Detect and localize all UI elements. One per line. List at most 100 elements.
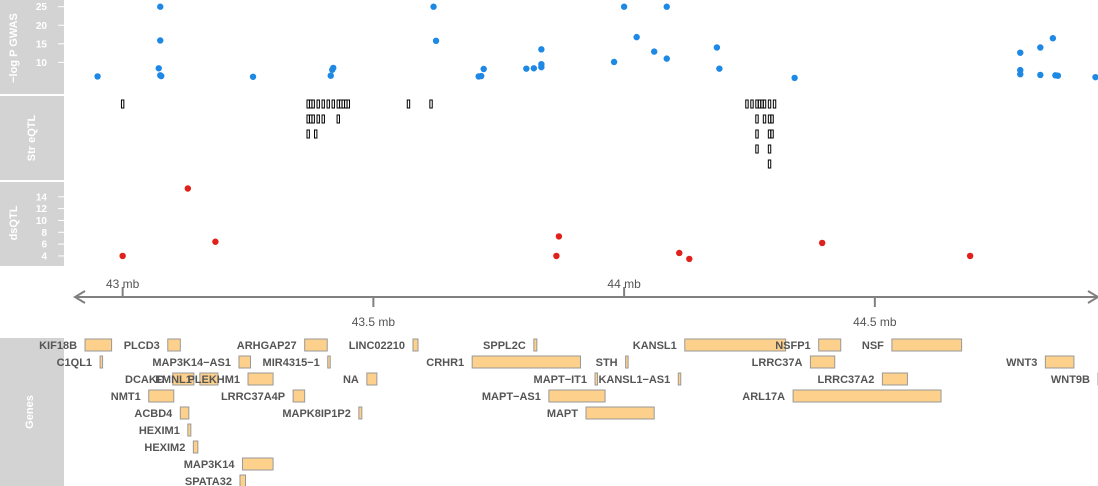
eqtl-mark	[429, 99, 433, 109]
dsqtl-points	[119, 185, 974, 263]
eqtl-mark	[316, 99, 320, 109]
eqtl-mark	[321, 99, 325, 109]
dsqtl-point	[676, 249, 683, 257]
eqtl-mark	[755, 114, 759, 124]
gene-body	[187, 423, 192, 437]
gwas-point	[538, 60, 545, 68]
gene-label: NMT1	[111, 391, 141, 403]
gene-body	[199, 372, 219, 386]
gene-body	[818, 338, 842, 352]
gene-body	[891, 338, 963, 352]
gene-label: SPATA32	[185, 476, 232, 486]
gene-label: MAPT	[547, 408, 578, 420]
eqtl-mark	[767, 99, 772, 109]
gene-label: LRRC37A4P	[221, 391, 285, 403]
eqtl-mark	[767, 144, 772, 154]
gwas-panel: −log P GWAS 10 15 20 25	[0, 0, 1098, 94]
gene-body	[366, 372, 378, 386]
gene-body	[327, 355, 331, 369]
dsqtl-y-tick-label: 6	[41, 240, 47, 251]
gene-label: CRHR1	[426, 357, 464, 369]
gwas-point	[1049, 35, 1057, 42]
dsqtl-point	[686, 255, 693, 263]
gene-body	[548, 389, 606, 403]
gene-body	[533, 338, 538, 352]
gene-body	[684, 338, 787, 352]
eqtl-mark	[316, 114, 320, 124]
gwas-point	[94, 73, 101, 80]
dsqtl-point	[212, 238, 219, 245]
gwas-y-ticks: 10 15 20 25	[36, 2, 64, 69]
gene-body	[677, 372, 682, 386]
gene-body	[167, 338, 181, 352]
gene-label: PLCD3	[124, 340, 160, 352]
gene-label: NSFP1	[775, 340, 810, 352]
eqtl-marks	[120, 99, 777, 169]
gwas-point	[480, 65, 487, 73]
gwas-point	[663, 3, 670, 10]
gwas-point	[716, 65, 723, 72]
gene-label: ACBD4	[134, 408, 173, 420]
axis-tick-label-bottom: 44.5 mb	[853, 315, 897, 329]
gene-body	[239, 474, 247, 486]
gwas-panel-label: −log P GWAS	[8, 13, 20, 83]
gene-label: WNT3	[1006, 357, 1037, 369]
gene-label: ARL17A	[742, 391, 785, 403]
gene-body	[247, 372, 274, 386]
gwas-point	[1017, 49, 1024, 56]
gene-label: MAP3K14−AS1	[152, 357, 231, 369]
dsqtl-point	[966, 252, 974, 260]
gwas-point	[157, 37, 164, 44]
gwas-point	[620, 3, 628, 10]
dsqtl-point	[818, 239, 826, 247]
gene-body	[358, 406, 363, 420]
gwas-y-tick-label: 15	[36, 39, 48, 50]
eqtl-mark	[326, 99, 330, 109]
eqtl-mark	[321, 114, 325, 124]
gene-label: LRRC37A	[752, 357, 803, 369]
gene-track: KIF18B PLCD3 ARHGAP27 LINC02210 SPPL2C KANSL1…	[39, 338, 1098, 486]
eqtl-mark	[336, 114, 340, 124]
gene-body	[241, 457, 274, 471]
genes-panel-header	[0, 338, 64, 486]
gene-label: STH	[596, 357, 618, 369]
genes-panel: Genes KIF18B PLCD3 ARHGAP27 LINC02210 SPPL2C…	[0, 338, 1098, 486]
genes-panel-label: Genes	[24, 395, 36, 429]
gwas-point	[663, 55, 670, 62]
eqtl-mark	[745, 99, 749, 109]
eqtl-mark	[120, 99, 125, 109]
axis-tick-label-bottom: 43.5 mb	[352, 315, 396, 329]
dsqtl-point	[119, 252, 126, 260]
gwas-point	[157, 3, 164, 10]
gene-label: C1QL1	[57, 357, 92, 369]
gene-label: SPPL2C	[483, 340, 526, 352]
gwas-point	[432, 37, 440, 45]
gene-label: MIR4315−1	[263, 357, 320, 369]
gene-label: FMNL1	[155, 374, 192, 386]
gene-body	[471, 355, 581, 369]
dsqtl-y-tick-label: 12	[36, 204, 48, 215]
gwas-point	[158, 72, 165, 80]
gene-body	[99, 355, 104, 369]
gwas-panel-header	[0, 0, 64, 94]
gwas-point	[1037, 44, 1044, 51]
gene-label: MAPT−IT1	[534, 374, 587, 386]
gene-label: NSF	[862, 340, 884, 352]
gwas-point	[538, 46, 545, 53]
eqtl-panel: Str eQTL	[0, 96, 777, 180]
gwas-point	[530, 65, 538, 72]
dsqtl-y-tick-label: 4	[41, 251, 47, 262]
gene-body	[585, 406, 655, 420]
gwas-point	[249, 73, 257, 80]
eqtl-mark	[770, 129, 774, 139]
gene-label: KIF18B	[39, 340, 77, 352]
dsqtl-point	[555, 233, 563, 240]
gene-label: MAPT−AS1	[482, 391, 541, 403]
eqtl-mark	[750, 99, 754, 109]
eqtl-panel-header	[0, 96, 64, 180]
gene-label: KANSL1−AS1	[598, 374, 670, 386]
gwas-point	[791, 74, 798, 82]
gene-body	[792, 389, 942, 403]
